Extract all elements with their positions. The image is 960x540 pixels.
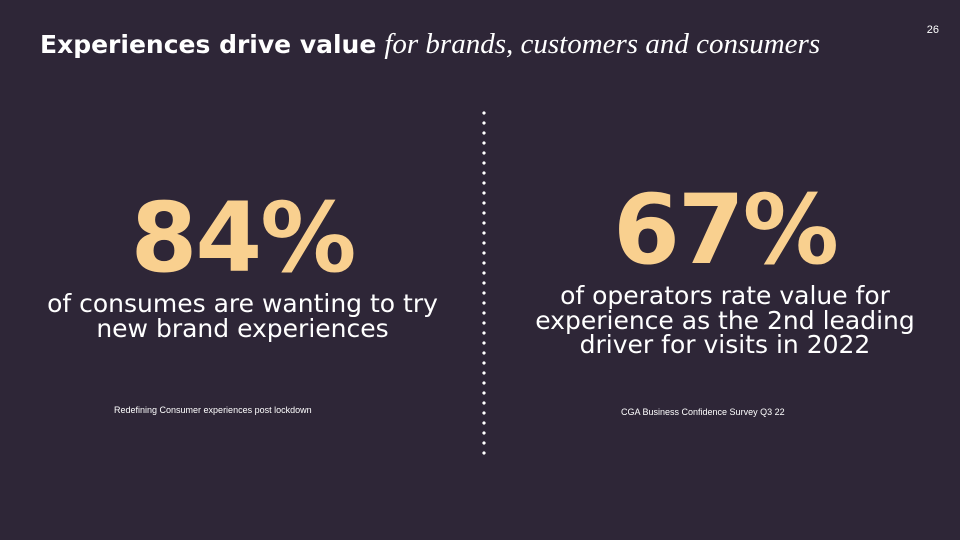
title-italic-text: for brands, customers and consumers bbox=[384, 28, 821, 60]
dotted-divider bbox=[482, 108, 486, 456]
stat-value-84: 84% bbox=[130, 182, 357, 294]
stat-caption-right: of operators rate value for experience a… bbox=[535, 281, 915, 359]
page-number: 26 bbox=[926, 24, 939, 36]
title-bold-text: Experiences drive value bbox=[40, 30, 377, 59]
slide-title: Experiences drive value for brands, custo… bbox=[40, 30, 820, 59]
stat-value-67: 67% bbox=[613, 174, 839, 286]
stat-caption-left: of consumes are wanting to try new brand… bbox=[47, 289, 438, 343]
stat-block-right: 67% of operators rate value for experien… bbox=[520, 182, 930, 358]
stat-block-left: 84% of consumes are wanting to try new b… bbox=[30, 190, 455, 341]
source-right: CGA Business Confidence Survey Q3 22 bbox=[621, 407, 785, 417]
source-left: Redefining Consumer experiences post loc… bbox=[114, 405, 312, 415]
